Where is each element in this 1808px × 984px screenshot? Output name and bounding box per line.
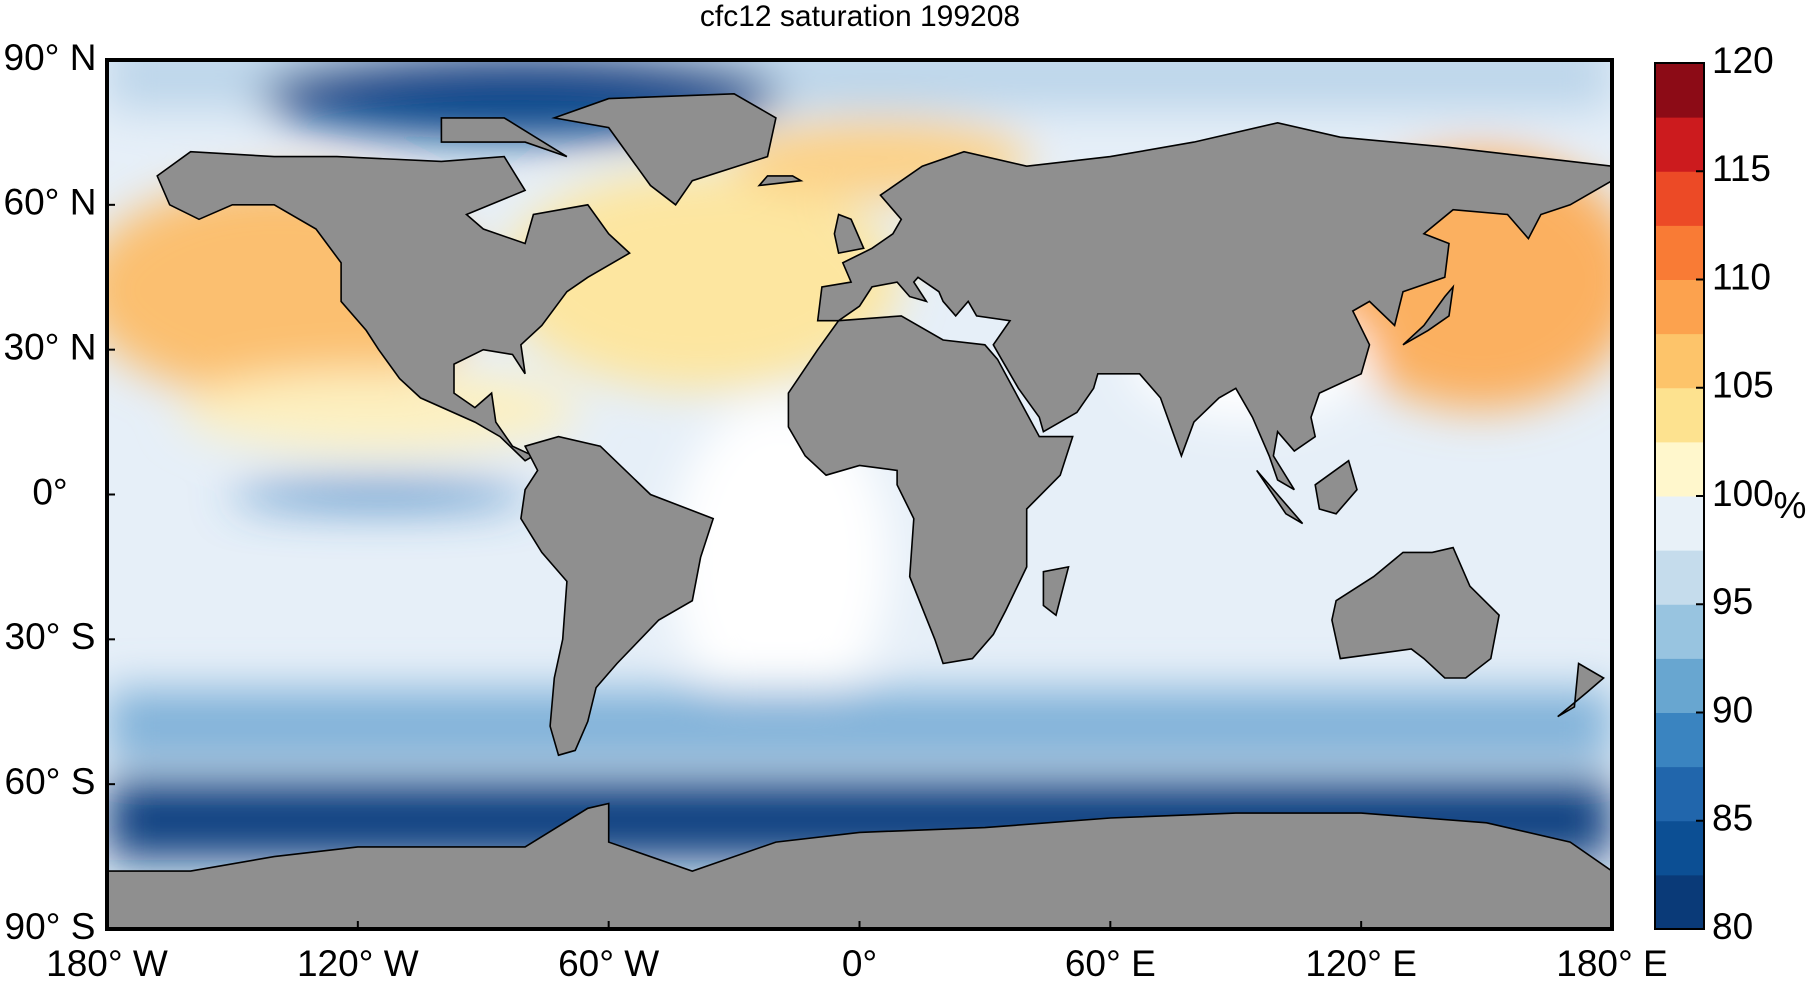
landmass [816,121,1612,491]
colorbar-tick-label: 110 [1712,256,1771,297]
landmass [551,92,777,206]
colorbar-segment [1655,820,1704,876]
colorbar-segment [1655,604,1704,659]
landmass [1314,459,1358,515]
colorbar-segment [1655,387,1704,443]
colorbar-segment [1655,279,1704,335]
x-tick-label: 60° W [558,943,659,984]
colorbar-segment [1655,658,1704,713]
y-tick-label: 60° S [5,761,96,802]
landmass [1256,469,1304,525]
colorbar-tick-label: 80 [1712,906,1753,947]
x-tick-label: 120° E [1305,943,1417,984]
y-tick-label: 0° [32,471,67,512]
landmass [107,802,1612,929]
colorbar-label: % [1774,485,1807,526]
landmass [1042,565,1070,617]
colorbar-segment [1655,766,1704,822]
landmass [1331,546,1500,679]
colorbar-segment [1655,550,1704,605]
map-field [107,60,1612,929]
y-tick-label: 30° S [5,616,96,657]
colorbar-tick-label: 120 [1712,40,1774,81]
y-tick-label: 60° N [4,182,97,223]
colorbar-tick-label: 95 [1712,581,1753,622]
landmass [833,213,865,255]
colorbar-tick-label: 85 [1712,798,1753,839]
x-tick-label: 0° [842,943,877,984]
x-tick-label: 120° W [297,943,419,984]
colorbar-segment [1655,441,1704,497]
chart-title: cfc12 saturation 199208 [700,0,1020,33]
y-tick-label: 30° N [4,326,97,367]
landmass [787,315,1074,665]
landmass [757,175,804,187]
land [107,92,1612,929]
landmass [1557,662,1605,718]
colorbar-segment [1655,874,1704,930]
colorbar-segment [1655,117,1704,172]
x-tick-label: 60° E [1065,943,1156,984]
colorbar-segment [1655,225,1704,280]
x-tick-label: 180° E [1556,943,1668,984]
colorbar-segment [1655,333,1704,389]
colorbar: 80 85 90 95 100 105 110 115 120% [1654,40,1807,947]
colorbar-segment [1655,712,1704,768]
y-tick-label: 90° N [4,37,97,78]
colorbar-segment [1655,496,1704,551]
colorbar-tick-label: 115 [1712,148,1771,189]
y-tick-label: 90° S [5,906,96,947]
landmass [440,117,568,158]
colorbar-segment [1655,63,1704,118]
landmass [156,150,631,462]
colorbar-tick-label: 105 [1712,365,1774,406]
landmass [520,435,715,757]
colorbar-tick-label: 100 [1712,473,1774,514]
landmass [1402,284,1455,346]
colorbar-segment [1655,171,1704,226]
colorbar-tick-label: 90 [1712,689,1753,730]
x-tick-label: 180° W [46,943,168,984]
